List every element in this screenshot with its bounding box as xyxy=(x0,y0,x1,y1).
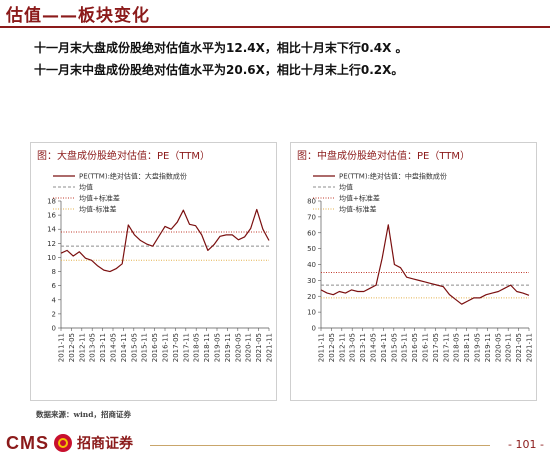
title-bar: 估值——板块变化 xyxy=(0,0,550,26)
x-tick-label: 2020-05 xyxy=(234,333,242,362)
legend-label-3: 均值-标准差 xyxy=(79,205,117,214)
data-source-note: 数据来源：wind，招商证券 xyxy=(36,410,132,419)
x-tick-label: 2015-11 xyxy=(401,333,409,362)
x-tick-label: 2015-05 xyxy=(130,333,138,362)
x-tick-label: 2017-11 xyxy=(182,333,190,362)
x-tick-label: 2017-05 xyxy=(432,333,440,362)
x-tick-label: 2017-05 xyxy=(172,333,180,362)
y-tick-label: 8 xyxy=(52,268,56,276)
y-tick-label: 12 xyxy=(47,240,56,248)
legend-label-1: 均值 xyxy=(339,183,353,192)
cms-logo: CMS 招商证券 xyxy=(6,432,133,454)
x-tick-label: 2014-11 xyxy=(380,333,388,362)
x-tick-label: 2012-11 xyxy=(78,333,86,362)
x-tick-label: 2020-05 xyxy=(494,333,502,362)
chart-title: 图：大盘成份股绝对估值：PE（TTM） xyxy=(37,151,211,162)
logo-chinese-text: 招商证券 xyxy=(77,436,133,452)
y-tick-label: 30 xyxy=(307,277,316,285)
x-tick-label: 2016-11 xyxy=(162,333,170,362)
legend-label-1: 均值 xyxy=(79,183,93,192)
y-tick-label: 20 xyxy=(307,293,316,301)
title-underline xyxy=(0,26,550,28)
logo-text: CMS xyxy=(6,432,49,453)
x-tick-label: 2020-11 xyxy=(505,333,513,362)
y-tick-label: 50 xyxy=(307,245,316,253)
x-tick-label: 2019-05 xyxy=(214,333,222,362)
x-tick-label: 2021-05 xyxy=(255,333,263,362)
x-tick-label: 2017-11 xyxy=(442,333,450,362)
x-tick-label: 2012-05 xyxy=(68,333,76,362)
y-tick-label: 70 xyxy=(307,213,316,221)
legend-label-0: PE(TTM):绝对估值：中盘指数成份 xyxy=(339,172,447,181)
y-tick-label: 10 xyxy=(47,254,56,262)
legend-label-3: 均值-标准差 xyxy=(339,205,377,214)
x-tick-label: 2014-05 xyxy=(110,333,118,362)
x-tick-label: 2014-05 xyxy=(370,333,378,362)
x-tick-label: 2013-05 xyxy=(349,333,357,362)
x-tick-label: 2019-05 xyxy=(474,333,482,362)
x-tick-label: 2012-05 xyxy=(328,333,336,362)
x-tick-label: 2021-11 xyxy=(266,333,274,362)
x-tick-label: 2016-05 xyxy=(411,333,419,362)
x-tick-label: 2011-11 xyxy=(318,333,326,362)
x-tick-label: 2013-11 xyxy=(99,333,107,362)
x-tick-label: 2012-11 xyxy=(338,333,346,362)
x-tick-label: 2016-11 xyxy=(422,333,430,362)
x-tick-label: 2021-05 xyxy=(515,333,523,362)
x-tick-label: 2013-11 xyxy=(359,333,367,362)
x-tick-label: 2018-11 xyxy=(463,333,471,362)
y-tick-label: 80 xyxy=(307,198,316,206)
page-number: - 101 - xyxy=(508,438,544,451)
chart-panel-large-cap: 图：大盘成份股绝对估值：PE（TTM） PE(TTM):绝对估值：大盘指数成份均… xyxy=(30,142,277,401)
y-tick-label: 60 xyxy=(307,229,316,237)
x-tick-label: 2019-11 xyxy=(224,333,232,362)
x-tick-label: 2013-05 xyxy=(89,333,97,362)
slide-title: 估值——板块变化 xyxy=(6,6,150,26)
y-tick-label: 18 xyxy=(47,198,56,206)
y-tick-label: 14 xyxy=(47,226,56,234)
y-tick-label: 6 xyxy=(52,282,57,290)
chart-title: 图：中盘成份股绝对估值：PE（TTM） xyxy=(297,151,471,162)
legend-label-2: 均值+标准差 xyxy=(339,194,380,203)
summary-line-large-cap: 十一月末大盘成份股绝对估值水平为12.4X，相比十月末下行0.4X 。 xyxy=(34,41,408,55)
x-tick-label: 2018-11 xyxy=(203,333,211,362)
pe-series-line xyxy=(320,224,530,305)
x-tick-label: 2015-05 xyxy=(390,333,398,362)
x-tick-label: 2018-05 xyxy=(453,333,461,362)
logo-emblem-icon xyxy=(54,434,72,452)
x-tick-label: 2019-11 xyxy=(484,333,492,362)
footer-rule xyxy=(150,445,490,446)
y-tick-label: 0 xyxy=(312,325,316,333)
summary-line-mid-cap: 十一月末中盘成份股绝对估值水平为20.6X，相比十月末上行0.2X。 xyxy=(34,63,404,77)
x-tick-label: 2014-11 xyxy=(120,333,128,362)
legend-label-0: PE(TTM):绝对估值：大盘指数成份 xyxy=(79,172,187,181)
chart-panel-mid-cap: 图：中盘成份股绝对估值：PE（TTM） PE(TTM):绝对估值：中盘指数成份均… xyxy=(290,142,537,401)
x-tick-label: 2020-11 xyxy=(245,333,253,362)
y-tick-label: 16 xyxy=(47,212,56,220)
pe-series-line xyxy=(60,208,270,273)
y-tick-label: 0 xyxy=(52,325,56,333)
y-tick-label: 2 xyxy=(52,310,56,318)
x-tick-label: 2018-05 xyxy=(193,333,201,362)
y-tick-label: 10 xyxy=(307,309,316,317)
y-tick-label: 40 xyxy=(307,261,316,269)
legend-label-2: 均值+标准差 xyxy=(79,194,120,203)
x-tick-label: 2021-11 xyxy=(526,333,534,362)
x-tick-label: 2016-05 xyxy=(151,333,159,362)
x-tick-label: 2011-11 xyxy=(58,333,66,362)
y-tick-label: 4 xyxy=(52,296,57,304)
x-tick-label: 2015-11 xyxy=(141,333,149,362)
